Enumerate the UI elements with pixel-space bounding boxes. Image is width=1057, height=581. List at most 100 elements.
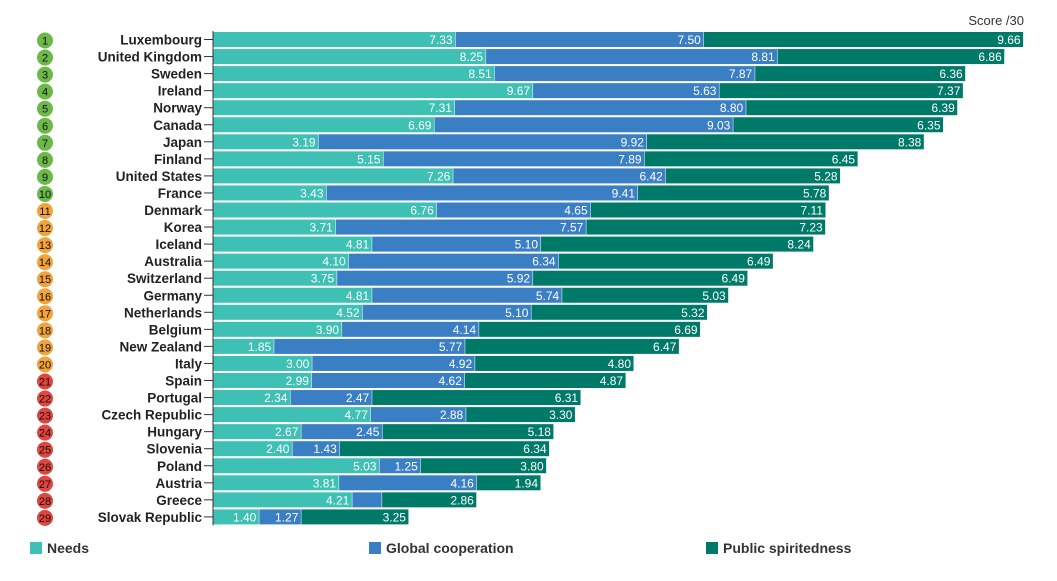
value-label-needs: 3.75 — [311, 272, 335, 286]
rank-badge — [37, 220, 53, 237]
country-label: Ireland — [158, 84, 202, 99]
rank-label: 25 — [39, 445, 51, 457]
value-label-public: 5.18 — [528, 425, 552, 439]
chart-row: 13 Iceland 4.81 5.10 8.24 — [37, 236, 815, 254]
rank-label: 29 — [39, 513, 51, 525]
value-label-needs: 4.21 — [326, 493, 350, 507]
rank-badge — [37, 271, 53, 288]
value-label-public: 5.28 — [814, 169, 838, 183]
rank-label: 22 — [39, 394, 51, 406]
bar-segment-global — [274, 338, 466, 354]
bar-segment-global — [370, 407, 467, 423]
country-label: Netherlands — [124, 305, 202, 320]
rank-label: 6 — [42, 121, 48, 133]
bar-segment-needs — [213, 458, 380, 474]
bar-segment-public — [558, 253, 774, 269]
bar-segment-public — [703, 32, 1024, 47]
bar-segment-needs — [213, 134, 319, 150]
value-label-global: 8.81 — [751, 50, 775, 64]
rank-badge — [37, 373, 53, 390]
bar-segment-global — [372, 287, 563, 303]
value-label-needs: 8.25 — [460, 50, 484, 64]
value-label-needs: 3.90 — [316, 323, 340, 337]
chart-row: 29 Slovak Republic 1.40 1.27 3.25 — [37, 509, 410, 526]
country-label: Portugal — [147, 391, 202, 406]
bar-segment-global — [533, 83, 720, 99]
rank-label: 4 — [42, 87, 48, 99]
legend-item-public: Public spiritedness — [706, 540, 852, 556]
bar-segment-needs — [213, 32, 456, 47]
value-label-global: 9.41 — [612, 186, 636, 200]
bar-segment-needs — [213, 492, 353, 508]
bar-segment-public — [464, 373, 627, 388]
bar-segment-public — [777, 49, 1005, 65]
country-label: Slovenia — [146, 442, 202, 457]
value-label-global: 5.10 — [505, 306, 529, 320]
bar-segment-global — [259, 509, 302, 525]
value-label-needs: 5.15 — [357, 152, 381, 166]
country-label: Norway — [153, 101, 202, 116]
legend-item-global: Global cooperation — [369, 540, 514, 556]
value-label-needs: 2.99 — [286, 374, 310, 388]
bar-segment-global — [352, 492, 383, 508]
chart-row: 23 Czech Republic 4.77 2.88 3.30 — [37, 407, 576, 424]
bar-segment-needs — [213, 117, 435, 133]
rank-badge — [37, 32, 53, 49]
bar-segment-public — [733, 117, 944, 133]
value-label-global: 7.57 — [560, 221, 584, 235]
rank-label: 1 — [42, 36, 48, 48]
country-label: Denmark — [144, 203, 202, 218]
value-label-global: 8.80 — [720, 101, 744, 115]
value-label-needs: 2.67 — [275, 425, 299, 439]
bar-segment-global — [342, 321, 480, 337]
value-label-public: 4.80 — [608, 357, 632, 371]
rank-label: 5 — [42, 104, 48, 116]
value-label-public: 6.39 — [931, 101, 955, 115]
rank-badge — [37, 458, 53, 475]
country-label: New Zealand — [119, 339, 202, 354]
value-label-needs: 6.76 — [410, 204, 434, 218]
rank-label: 2 — [42, 53, 48, 65]
bar-segment-public — [479, 321, 701, 337]
bar-segment-global — [318, 134, 647, 150]
bar-segment-public — [465, 338, 680, 354]
bar-segment-global — [339, 475, 477, 491]
country-label: Japan — [163, 135, 202, 150]
country-label: France — [158, 186, 203, 201]
country-label: Korea — [164, 220, 203, 235]
bar-segment-public — [541, 236, 814, 252]
value-label-global: 9.03 — [707, 118, 731, 132]
rank-badge — [37, 492, 53, 509]
bar-segment-global — [455, 32, 704, 47]
bar-segment-public — [644, 151, 859, 167]
value-label-global: 5.92 — [507, 272, 531, 286]
bar-segment-global — [436, 202, 591, 218]
value-label-public: 6.49 — [722, 272, 746, 286]
country-label: Switzerland — [127, 271, 202, 286]
value-label-public: 6.35 — [917, 118, 941, 132]
bar-segment-public — [339, 441, 550, 457]
value-label-global: 7.89 — [618, 152, 642, 166]
rank-badge — [37, 322, 53, 339]
rank-badge — [37, 168, 53, 185]
rank-badge — [37, 288, 53, 305]
rank-badge — [37, 339, 53, 356]
value-label-needs: 1.85 — [248, 340, 272, 354]
bar-segment-global — [383, 151, 645, 167]
value-label-global: 1.27 — [275, 510, 299, 524]
bar-segment-needs — [213, 441, 293, 457]
bar-segment-global — [362, 304, 532, 320]
value-label-public: 7.37 — [937, 84, 961, 98]
bar-segment-needs — [213, 49, 487, 65]
bar-segment-needs — [213, 202, 437, 218]
chart-row: 15 Switzerland 3.75 5.92 6.49 — [37, 270, 749, 288]
bar-segment-public — [466, 407, 576, 423]
bar-segment-global — [301, 424, 383, 440]
country-label: Hungary — [147, 425, 202, 440]
bar-segment-public — [372, 390, 582, 406]
rank-label: 12 — [39, 223, 51, 235]
value-label-global: 6.34 — [532, 255, 556, 269]
country-label: Canada — [153, 118, 202, 133]
bar-segment-global — [434, 117, 734, 133]
value-label-needs: 3.19 — [292, 135, 316, 149]
